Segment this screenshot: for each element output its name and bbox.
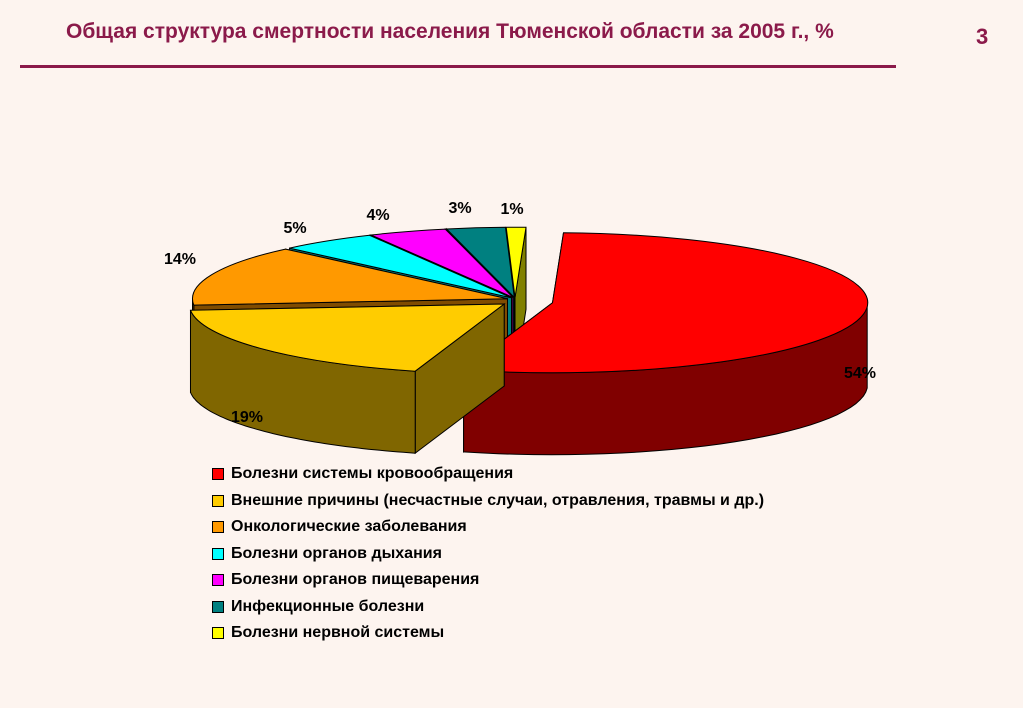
- legend-label: Болезни органов дыхания: [231, 544, 442, 562]
- pie-slice-top: [369, 228, 514, 298]
- pie-slice-top: [505, 226, 527, 298]
- pie-slice-1: [462, 232, 869, 456]
- legend-swatch: [212, 600, 224, 613]
- data-label-5: 4%: [366, 207, 389, 224]
- page-number: 3: [976, 24, 989, 49]
- pie-slice-top: [289, 234, 512, 299]
- legend-label: Онкологические заболевания: [231, 518, 467, 536]
- pie-slice-top: [192, 248, 508, 306]
- legend-swatch: [212, 547, 224, 560]
- title-underline: [20, 65, 896, 68]
- data-label-3: 14%: [164, 251, 196, 268]
- legend-swatch: [212, 574, 224, 587]
- legend-label: Болезни системы кровообращения: [231, 465, 514, 483]
- legend-item: Онкологические заболевания: [212, 514, 764, 541]
- legend-item: Болезни органов дыхания: [212, 541, 764, 568]
- legend-label: Инфекционные болезни: [231, 597, 425, 615]
- pie-slice-top: [462, 232, 869, 374]
- pie-slice-top: [189, 303, 506, 372]
- data-label-2: 19%: [231, 409, 263, 426]
- legend-item: Болезни нервной системы: [212, 620, 764, 647]
- data-label-4: 5%: [283, 220, 306, 237]
- legend-swatch: [212, 627, 224, 640]
- pie-slice-2: [189, 302, 506, 455]
- legend-label: Болезни нервной системы: [231, 624, 445, 642]
- legend-swatch: [212, 521, 224, 534]
- pie-slice-top: [445, 226, 515, 299]
- legend-label: Внешние причины (несчастные случаи, отра…: [231, 491, 765, 509]
- page-title: Общая структура смертности населения Тюм…: [66, 20, 834, 43]
- chart-legend: Болезни системы кровообращения Внешние пр…: [212, 461, 764, 647]
- data-label-7: 1%: [500, 201, 523, 218]
- legend-swatch: [212, 494, 224, 507]
- legend-swatch: [212, 468, 224, 481]
- legend-item: Инфекционные болезни: [212, 594, 764, 621]
- legend-item: Внешние причины (несчастные случаи, отра…: [212, 488, 764, 515]
- data-label-6: 3%: [448, 200, 471, 217]
- legend-item: Болезни органов пищеварения: [212, 567, 764, 594]
- legend-item: Болезни системы кровообращения: [212, 461, 764, 488]
- data-label-1: 54%: [844, 365, 876, 382]
- legend-label: Болезни органов пищеварения: [231, 571, 480, 589]
